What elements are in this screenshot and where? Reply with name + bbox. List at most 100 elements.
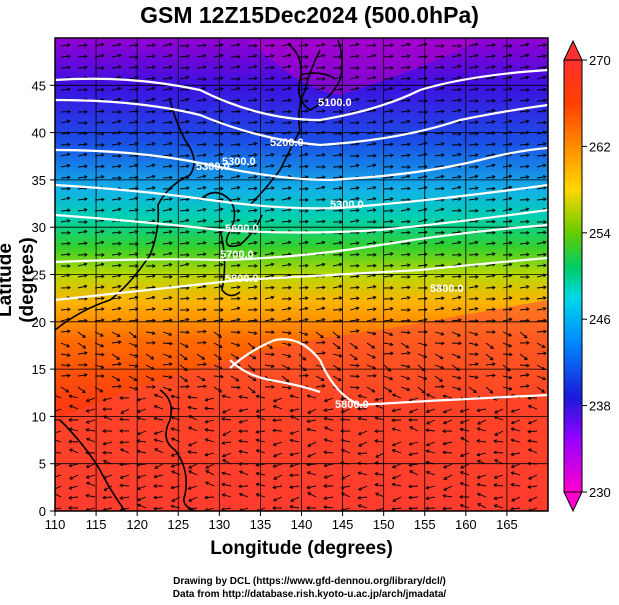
- wind-vector-head: [237, 209, 241, 213]
- wind-vector: [383, 231, 393, 234]
- wind-vector: [528, 419, 538, 424]
- wind-vector-head: [407, 230, 411, 235]
- wind-vector: [485, 209, 496, 212]
- wind-vector-head: [372, 355, 376, 359]
- wind-vector: [400, 88, 410, 91]
- wind-vector-head: [120, 410, 125, 414]
- wind-vector-head: [542, 240, 547, 245]
- wind-vector-head: [101, 87, 105, 92]
- wind-vector: [111, 375, 120, 382]
- wind-vector-head: [67, 208, 71, 213]
- wind-vector-head: [459, 420, 464, 424]
- wind-vector: [315, 121, 325, 124]
- wind-vector-head: [475, 164, 479, 169]
- wind-vector: [103, 474, 113, 479]
- wind-vector-head: [135, 175, 139, 180]
- wind-vector-head: [168, 387, 173, 392]
- wind-vector: [86, 438, 96, 443]
- wind-vector: [426, 450, 436, 454]
- contour-label: 5200.0: [270, 137, 304, 149]
- wind-vector-head: [101, 352, 105, 357]
- wind-vector: [86, 429, 96, 432]
- wind-vector-head: [222, 410, 226, 414]
- wind-vector: [502, 165, 512, 168]
- wind-vector-head: [186, 252, 190, 257]
- wind-vector: [485, 242, 496, 245]
- colorbar-lower-arrow: [563, 491, 583, 513]
- wind-vector: [357, 452, 368, 455]
- wind-vector-head: [204, 428, 209, 432]
- wind-vector: [196, 353, 205, 360]
- wind-vector: [111, 208, 121, 212]
- y-tick-label: 40: [32, 126, 46, 141]
- wind-vector: [468, 54, 478, 58]
- wind-vector-head: [84, 131, 88, 136]
- wind-vector: [273, 496, 283, 502]
- wind-vector-head: [305, 54, 309, 59]
- wind-vector-head: [117, 42, 122, 47]
- wind-vector-head: [541, 389, 546, 393]
- wind-vector: [281, 43, 291, 47]
- wind-vector-head: [238, 484, 242, 489]
- wind-vector: [111, 43, 121, 47]
- wind-vector-head: [475, 296, 479, 301]
- wind-vector: [188, 396, 198, 399]
- wind-vector: [264, 208, 274, 212]
- wind-vector-head: [526, 109, 530, 114]
- wind-vector: [409, 426, 419, 432]
- wind-vector: [502, 318, 512, 322]
- wind-vector-head: [219, 152, 224, 157]
- wind-vector-head: [237, 252, 241, 257]
- wind-vector-head: [168, 307, 173, 312]
- wind-vector-head: [339, 109, 343, 114]
- wind-vector-head: [289, 408, 294, 413]
- wind-vector: [383, 154, 394, 157]
- wind-vector: [502, 375, 512, 379]
- wind-vector-head: [510, 409, 515, 413]
- wind-vector: [69, 405, 79, 410]
- wind-vector: [264, 241, 274, 245]
- wind-vector: [400, 375, 410, 380]
- wind-vector: [494, 408, 504, 414]
- wind-vector: [400, 220, 411, 223]
- wind-vector: [519, 331, 528, 339]
- wind-vector-head: [134, 65, 139, 70]
- wind-vector-head: [339, 220, 343, 224]
- wind-vector: [528, 485, 538, 488]
- wind-vector: [502, 274, 512, 278]
- wind-vector-head: [525, 65, 530, 69]
- wind-vector-head: [236, 317, 241, 322]
- wind-vector-head: [339, 208, 343, 213]
- wind-vector-head: [85, 420, 90, 424]
- wind-vector: [324, 397, 334, 402]
- wind-vector-head: [320, 377, 325, 381]
- wind-vector-head: [390, 54, 394, 59]
- wind-vector: [451, 198, 461, 201]
- wind-vector-head: [305, 340, 309, 345]
- wind-vector: [400, 342, 409, 349]
- wind-vector: [264, 143, 275, 146]
- wind-vector-head: [374, 482, 379, 487]
- wind-vector-head: [271, 65, 275, 70]
- wind-vector: [222, 507, 232, 510]
- wind-vector: [60, 308, 71, 311]
- x-tick-label: 125: [167, 517, 189, 532]
- wind-vector: [451, 319, 461, 322]
- wind-vector-head: [442, 441, 447, 446]
- wind-vector-head: [306, 427, 311, 432]
- wind-vector: [162, 176, 173, 179]
- wind-vector: [205, 429, 215, 432]
- wind-vector-head: [390, 164, 394, 169]
- wind-vector-head: [441, 54, 445, 59]
- wind-vector: [511, 439, 521, 443]
- wind-vector-head: [492, 98, 496, 103]
- wind-vector: [502, 208, 512, 212]
- wind-vector-head: [424, 54, 428, 59]
- y-tick-label: 45: [32, 78, 46, 93]
- wind-vector-head: [492, 296, 496, 301]
- wind-vector-head: [135, 87, 139, 92]
- wind-vector: [519, 143, 530, 146]
- wind-vector-head: [220, 374, 224, 379]
- wind-vector-head: [475, 252, 479, 257]
- wind-vector-head: [372, 75, 377, 80]
